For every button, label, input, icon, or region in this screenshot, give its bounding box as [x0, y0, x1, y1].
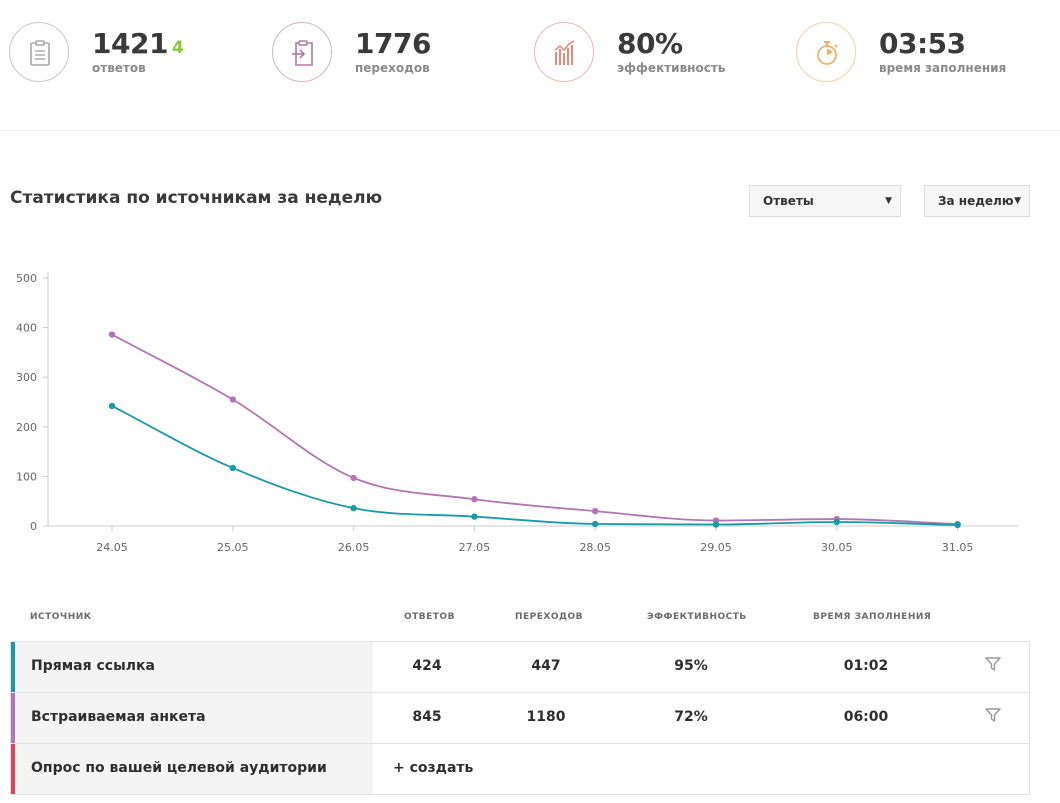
row-answers: 845: [412, 709, 442, 725]
x-tick-label: 30.05: [821, 541, 853, 554]
header-time: время заполнения: [813, 612, 932, 622]
filter-icon[interactable]: [985, 708, 1001, 722]
stat-efficiency-label: эффективность: [617, 61, 726, 75]
series-line-0: [111, 333, 958, 525]
chevron-down-icon: ▼: [1014, 196, 1021, 206]
row-name: Встраиваемая анкета: [31, 709, 206, 725]
row-visits: 447: [531, 658, 561, 674]
data-point: [592, 520, 599, 528]
y-tick-label: 400: [16, 322, 37, 335]
stat-answers-delta: 4: [171, 38, 184, 58]
x-tick-label: 28.05: [579, 541, 611, 554]
y-tick-label: 200: [16, 421, 37, 434]
data-point: [471, 496, 478, 503]
data-point: [712, 521, 720, 528]
stat-efficiency-value: 80%: [617, 27, 683, 60]
row-visits: 1180: [526, 709, 566, 725]
row-answers: 424: [412, 658, 442, 674]
data-point: [592, 507, 599, 515]
y-tick-label: 500: [16, 272, 37, 285]
row-efficiency: 72%: [674, 709, 708, 725]
header-source: источник: [30, 612, 92, 622]
header-answers: ответов: [404, 612, 455, 622]
bar-chart-icon: [554, 40, 575, 65]
row-name-cell: Опрос по вашей целевой аудитории: [11, 744, 373, 794]
stat-visits-circle: [272, 22, 332, 82]
y-tick-label: 300: [16, 371, 37, 384]
row-name: Прямая ссылка: [31, 658, 155, 674]
row-time: 01:02: [843, 658, 889, 674]
data-point: [108, 331, 116, 338]
stat-answers-value: 1421 4: [92, 27, 184, 60]
y-tick-label: 100: [16, 470, 37, 483]
row-efficiency: 95%: [674, 658, 708, 674]
stat-efficiency-circle: [534, 22, 594, 82]
x-tick-label: 25.05: [217, 541, 249, 554]
x-tick-label: 29.05: [700, 541, 732, 554]
row-name-cell: Прямая ссылка: [11, 642, 373, 692]
period-select[interactable]: За неделю ▼: [924, 185, 1030, 217]
x-tick-label: 31.05: [942, 541, 974, 554]
data-point: [833, 518, 840, 526]
row-name-cell: Встраиваемая анкета: [11, 693, 373, 743]
stopwatch-icon: [817, 41, 838, 65]
period-select-value: За неделю: [938, 194, 1014, 208]
filter-icon[interactable]: [985, 657, 1001, 671]
data-point: [229, 396, 236, 403]
x-tick-label: 27.05: [459, 541, 491, 554]
data-point: [350, 504, 357, 512]
table-row[interactable]: Опрос по вашей целевой аудитории + созда…: [10, 743, 1030, 795]
stat-answers-circle: [9, 22, 69, 82]
stat-time-label: время заполнения: [879, 61, 1007, 75]
section-title: Статистика по источникам за неделю: [10, 188, 383, 208]
data-point: [350, 474, 357, 482]
stats-bar: 1421 4 ответов 1776 переходов 80%: [0, 0, 1060, 131]
chevron-down-icon: ▼: [885, 196, 892, 206]
row-time: 06:00: [843, 709, 889, 725]
metric-select-value: Ответы: [763, 194, 814, 208]
stat-visits-label: переходов: [355, 61, 430, 75]
x-tick-label: 24.05: [96, 541, 128, 554]
header-efficiency: эффективность: [647, 612, 747, 622]
series-line-1: [111, 405, 958, 526]
stat-time-value: 03:53: [879, 27, 966, 60]
stat-time-circle: [796, 22, 856, 82]
header-visits: переходов: [515, 612, 584, 622]
row-name: Опрос по вашей целевой аудитории: [31, 760, 327, 776]
data-point: [229, 464, 236, 472]
data-point: [108, 402, 116, 410]
sources-line-chart: 0 100 200 300 400 500 24.05 25.05 26.05 27.05 28.0…: [16, 272, 1018, 554]
metric-select[interactable]: Ответы ▼: [749, 185, 901, 217]
clipboard-icon: [30, 40, 50, 66]
stat-answers-label: ответов: [92, 61, 146, 75]
table-row[interactable]: Встраиваемая анкета 845 1180 72% 06:00: [10, 692, 1030, 744]
data-point: [954, 521, 961, 529]
table-header: источник ответов переходов эффективность…: [0, 612, 1060, 626]
create-source-link[interactable]: + создать: [393, 760, 474, 776]
clipboard-enter-icon: [292, 40, 313, 66]
table-row[interactable]: Прямая ссылка 424 447 95% 01:02: [10, 641, 1030, 693]
x-tick-label: 26.05: [338, 541, 370, 554]
data-point: [471, 513, 478, 520]
stat-visits-value: 1776: [355, 27, 431, 60]
y-tick-label: 0: [30, 520, 37, 533]
